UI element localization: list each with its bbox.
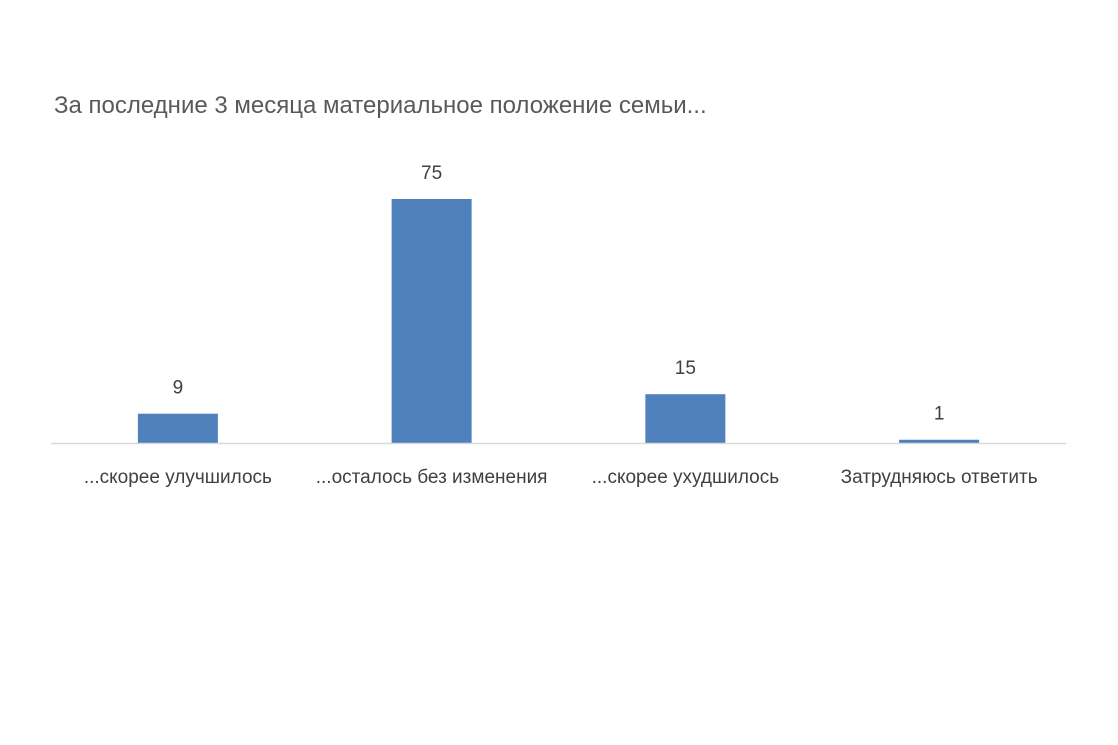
data-label-1: 9 [173,378,184,399]
category-label-1: ...скорее улучшилось [84,467,272,488]
bar-1 [137,413,218,443]
category-label-3: ...скорее ухудшилось [592,467,780,488]
bar-4 [899,439,980,443]
value-labels-layer: 9 75 15 1 [173,163,945,425]
bar-2 [391,199,472,443]
chart-title: За последние 3 месяца материальное полож… [54,92,707,119]
bar-3 [645,394,726,443]
data-label-3: 15 [675,358,696,379]
data-label-4: 1 [934,404,945,425]
data-label-2: 75 [421,163,442,184]
category-label-4: Затрудняюсь ответить [841,467,1038,488]
category-labels-layer: ...скорее улучшилось ...осталось без изме… [84,467,1038,488]
category-label-2: ...осталось без изменения [316,467,548,488]
bars-layer [137,199,980,443]
